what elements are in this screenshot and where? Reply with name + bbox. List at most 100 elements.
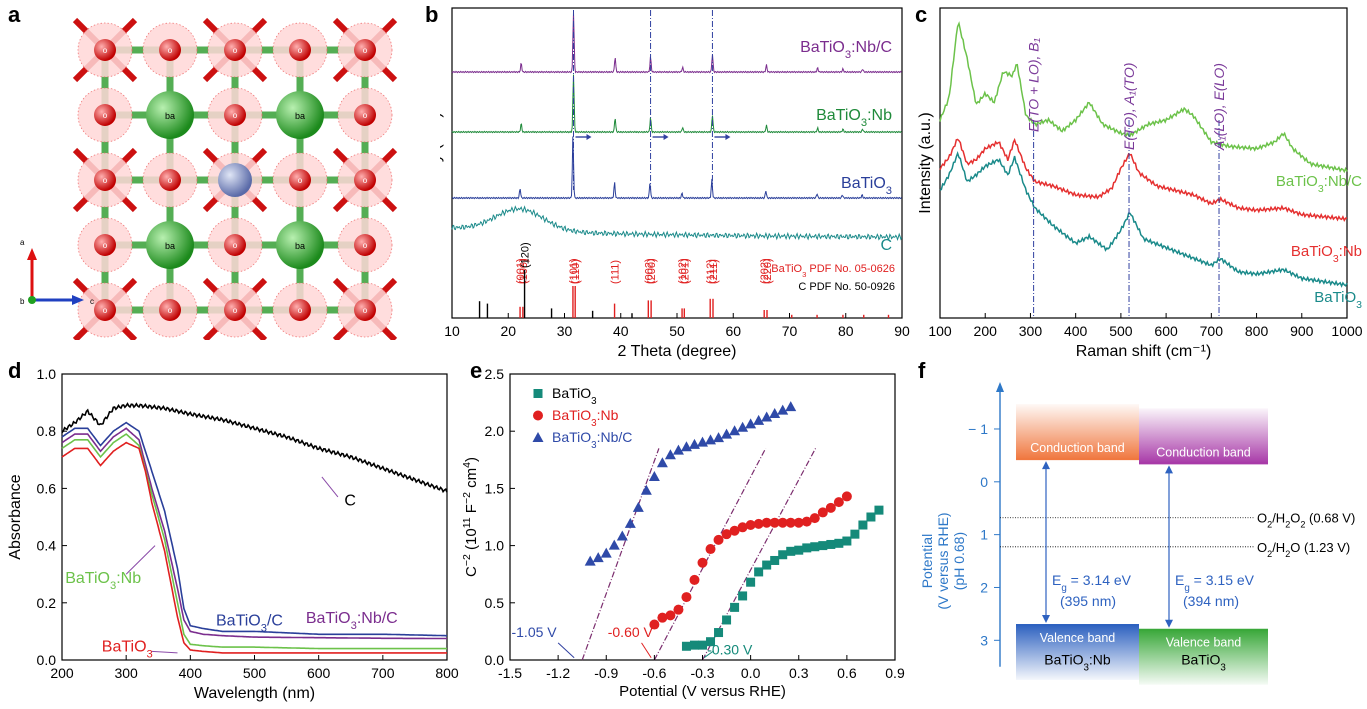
- oxygen-atom: [354, 39, 376, 61]
- ba-atom-label: ba: [165, 241, 175, 251]
- oxygen-atom-label: o: [363, 111, 368, 120]
- text-span: BaTiO: [552, 429, 591, 445]
- ms-point-circle: [841, 491, 852, 502]
- xrd-x-tick-label: 30: [557, 323, 573, 339]
- ms-point-circle: [809, 513, 820, 524]
- xrd-x-tick-label: 70: [782, 323, 798, 339]
- text-span: 3: [147, 648, 153, 660]
- text-span: :Nb: [116, 570, 141, 587]
- axis-b-dot: [28, 296, 36, 304]
- absorbance-x-axis-label: Wavelength (nm): [194, 685, 315, 702]
- absorbance-y-tick-label: 0.8: [37, 423, 57, 439]
- ms-point-circle: [825, 502, 836, 513]
- ms-point-triangle: [624, 517, 636, 528]
- ms-point-circle: [705, 544, 716, 555]
- raman-x-tick-label: 900: [1290, 323, 1314, 339]
- text-span: BaTiO: [1181, 652, 1220, 668]
- ms-point-triangle: [721, 428, 733, 439]
- conduction-band-label: Conduction band: [1030, 441, 1125, 455]
- text-span: E: [1052, 572, 1061, 588]
- oxygen-atom: [94, 169, 116, 191]
- absorbance-annotation: BaTiO3:Nb/C: [306, 610, 398, 632]
- ms-legend-label: BaTiO3: [552, 385, 597, 407]
- ms-point-triangle: [592, 552, 604, 563]
- oxygen-atom: [159, 39, 181, 61]
- ms-point-circle: [745, 520, 756, 531]
- absorbance-trace: [61, 427, 448, 640]
- text-span: E: [1175, 572, 1184, 588]
- band-gap-arrowhead: [1042, 461, 1050, 470]
- oxygen-atom-label: o: [298, 306, 303, 315]
- oxygen-atom: [94, 39, 116, 61]
- absorbance-trace: [61, 441, 447, 654]
- text-span: O: [1257, 540, 1267, 555]
- ms-point-circle: [785, 517, 796, 528]
- text-span: :Nb/C: [1324, 173, 1363, 190]
- ms-intercept-arrow: [557, 642, 575, 659]
- text-span: 3: [591, 418, 597, 429]
- ms-point-square: [722, 615, 732, 625]
- oxygen-atom: [354, 234, 376, 256]
- oxygen-atom-label: o: [168, 306, 173, 315]
- mott-schottky-panel: BaTiO3 BaTiO3:Nb BaTiO3:Nb/C -1.05 V -0.60 V…: [460, 360, 920, 704]
- xrd-y-axis-label: Intensity (a.u.): [440, 112, 444, 213]
- ba-atom-label: ba: [165, 111, 175, 121]
- ms-fit-line: [581, 448, 660, 661]
- ms-point-square: [746, 577, 756, 587]
- absorbance-y-tick-label: 0.2: [37, 595, 57, 611]
- text-span: C: [880, 237, 892, 254]
- ms-point-square: [681, 641, 691, 651]
- raman-x-tick-label: 300: [1019, 323, 1043, 339]
- xrd-hkl-label-black: (120): [520, 242, 532, 268]
- ms-point-triangle: [608, 539, 620, 550]
- ms-point-square: [810, 542, 820, 552]
- text-span: g: [1061, 582, 1066, 593]
- axis-a-arrowhead: [27, 248, 37, 260]
- band-gap-arrowhead: [1165, 619, 1173, 628]
- text-span: :Nb: [597, 407, 619, 423]
- raman-x-axis-label: Raman shift (cm⁻¹): [1076, 343, 1212, 360]
- ms-x-tick-label: -0.6: [642, 665, 666, 681]
- ms-legend-label: BaTiO3:Nb: [552, 407, 619, 429]
- xrd-panel: (001)(100)(101)(110)(111)(002)(200)(102)…: [427, 0, 910, 360]
- absorbance-x-tick-label: 400: [179, 665, 203, 681]
- xrd-series-label: BaTiO3:Nb: [816, 107, 892, 129]
- ms-intercept-arrow: [703, 650, 715, 659]
- ms-point-triangle: [680, 441, 692, 452]
- oxygen-atom: [94, 299, 116, 321]
- ms-point-triangle: [769, 408, 781, 419]
- ms-point-triangle: [785, 401, 797, 412]
- text-span: C: [463, 566, 480, 577]
- ms-point-triangle: [616, 530, 628, 541]
- ms-x-tick-label: -0.9: [594, 665, 618, 681]
- xrd-trace-c: [451, 205, 903, 242]
- ms-point-square: [754, 567, 764, 577]
- text-span: :Nb/C: [851, 39, 892, 56]
- raman-mode-label: E(TO + LO), B₁: [1026, 37, 1042, 132]
- oxygen-atom-label: o: [103, 176, 108, 185]
- ba-atom: [146, 221, 194, 269]
- ms-point-circle: [777, 517, 788, 528]
- ms-point-square: [786, 546, 796, 556]
- ms-legend-marker: [532, 432, 544, 442]
- text-span: = 3.14 eV: [1067, 572, 1132, 588]
- text-span: BaTiO: [1276, 173, 1318, 190]
- raman-series-label: BaTiO3:Nb: [1291, 243, 1362, 265]
- ms-fit-line: [653, 448, 767, 661]
- text-span: BaTiO: [1291, 243, 1333, 260]
- ms-point-square: [834, 538, 844, 548]
- ms-point-triangle: [705, 434, 717, 445]
- text-span: PDF No. 05-0626: [806, 263, 895, 275]
- ba-atom: [276, 221, 324, 269]
- ba-atom-label: ba: [295, 241, 305, 251]
- xrd-x-tick-label: 60: [725, 323, 741, 339]
- ms-y-tick-label: 2.5: [485, 366, 505, 382]
- text-span: 3: [802, 270, 806, 279]
- text-span: 3: [1220, 662, 1226, 673]
- ms-point-square: [730, 602, 740, 612]
- xrd-hkl-label: (201): [679, 258, 691, 284]
- oxygen-atom: [224, 39, 246, 61]
- ms-point-triangle: [737, 421, 749, 432]
- xrd-x-tick-label: 40: [613, 323, 629, 339]
- oxygen-atom: [289, 299, 311, 321]
